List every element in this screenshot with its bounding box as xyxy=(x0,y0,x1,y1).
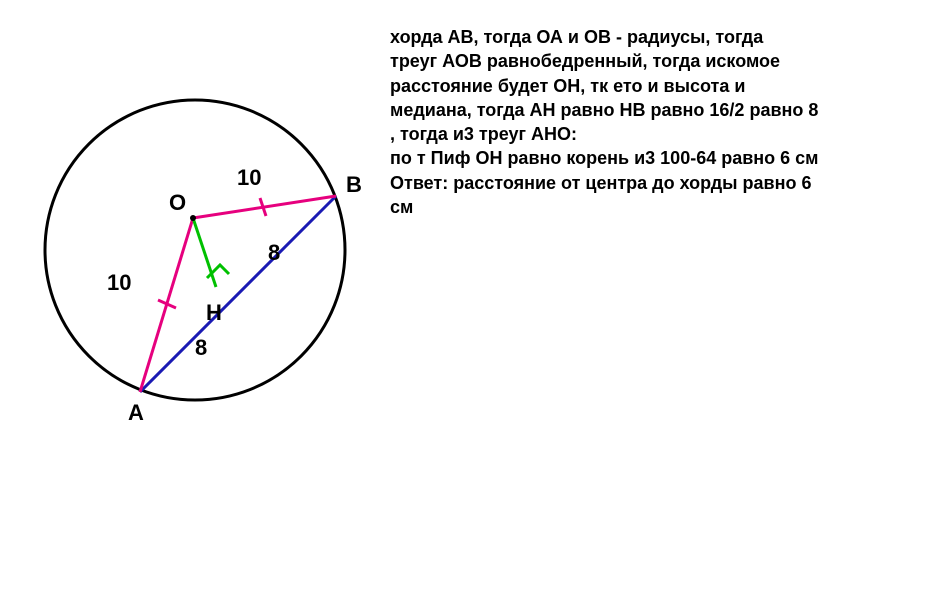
label-a: A xyxy=(128,400,144,426)
label-oa-len: 10 xyxy=(107,270,131,296)
label-ob-len: 10 xyxy=(237,165,261,191)
solution-text: хорда АВ, тогда ОА и ОВ - радиусы, тогда… xyxy=(390,25,920,219)
text-line-2: треуг АОВ равнобедренный, тогда искомое xyxy=(390,51,780,71)
point-o-dot xyxy=(190,215,196,221)
geometry-diagram xyxy=(0,0,400,480)
label-ah-len: 8 xyxy=(195,335,207,361)
height-oh xyxy=(193,218,216,287)
text-line-7: Ответ: расстояние от центра до хорды рав… xyxy=(390,173,811,193)
label-hb-len: 8 xyxy=(268,240,280,266)
label-o: O xyxy=(169,190,186,216)
text-line-8: см xyxy=(390,197,413,217)
text-line-5: , тогда и3 треуг АНО: xyxy=(390,124,577,144)
label-b: B xyxy=(346,172,362,198)
label-h: H xyxy=(206,300,222,326)
text-line-4: медиана, тогда АН равно НВ равно 16/2 ра… xyxy=(390,100,818,120)
text-line-3: расстояние будет ОН, тк ето и высота и xyxy=(390,76,745,96)
text-line-6: по т Пиф ОН равно корень и3 100-64 равно… xyxy=(390,148,819,168)
text-line-1: хорда АВ, тогда ОА и ОВ - радиусы, тогда xyxy=(390,27,763,47)
